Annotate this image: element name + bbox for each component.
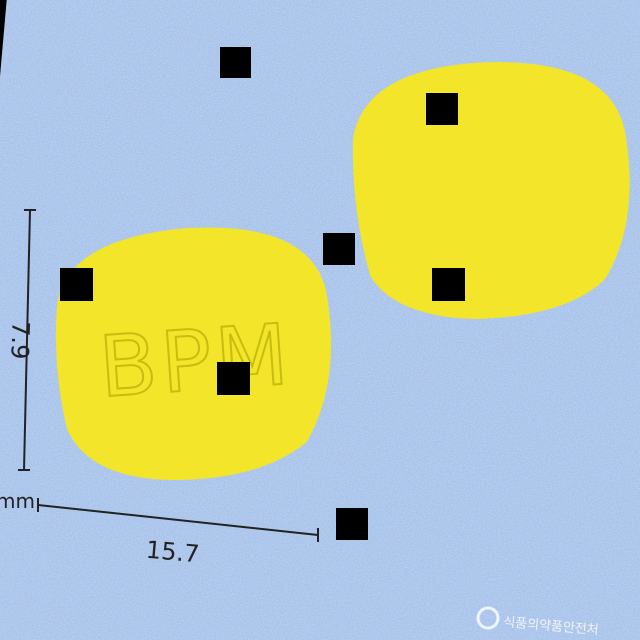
pill-right (352, 62, 630, 320)
occlusion (217, 362, 250, 395)
width-line (37, 504, 319, 536)
occlusion (60, 268, 93, 301)
imprint: BPM (96, 305, 295, 416)
dimension-lines (18, 209, 319, 542)
height-line (23, 209, 31, 471)
pill-body (55, 227, 332, 480)
occlusions (60, 47, 465, 540)
occlusion (426, 93, 458, 125)
pill-body (352, 62, 630, 320)
occlusion (220, 47, 251, 78)
height-label: 7.9 (5, 321, 34, 360)
unit-label: mm (0, 489, 35, 513)
occlusion (323, 233, 355, 265)
occlusion (336, 508, 368, 540)
width-label: 15.7 (145, 536, 201, 569)
occlusion (432, 268, 465, 301)
watermark-logo (476, 606, 500, 630)
pill-left: BPM (55, 227, 332, 480)
